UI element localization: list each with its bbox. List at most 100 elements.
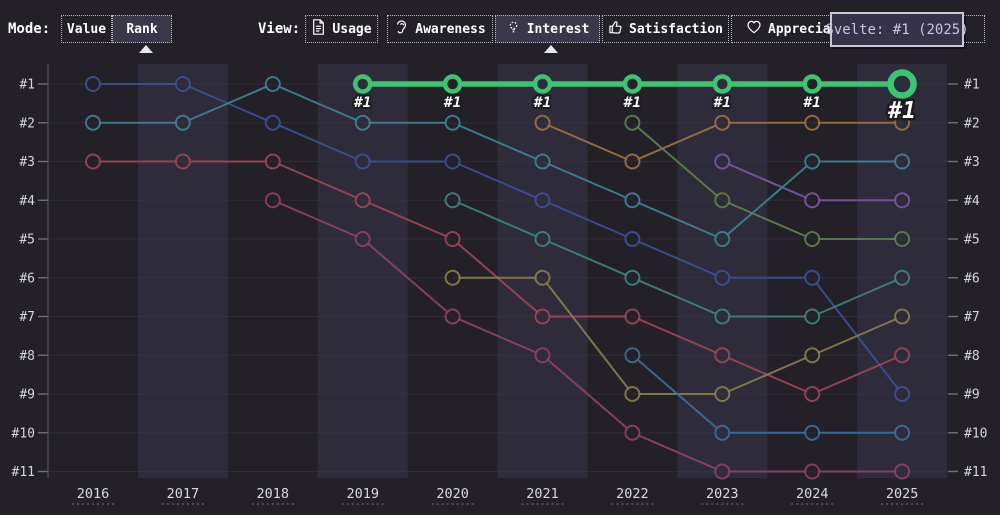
view-button-awareness[interactable]: Awareness bbox=[387, 15, 493, 43]
view-button-satisfaction[interactable]: Satisfaction bbox=[602, 15, 729, 43]
data-point-series-purple[interactable] bbox=[894, 192, 911, 209]
data-point-series-rose[interactable] bbox=[624, 424, 641, 441]
x-axis-year-label[interactable]: 2018 bbox=[257, 486, 290, 502]
data-point-series-olive[interactable] bbox=[804, 347, 821, 364]
data-point-series-svelte-highlighted[interactable] bbox=[442, 74, 463, 94]
data-point-series-olive[interactable] bbox=[894, 308, 911, 325]
data-point-series-olive[interactable] bbox=[714, 386, 731, 402]
data-point-series-red[interactable] bbox=[714, 347, 731, 364]
data-point-series-red[interactable] bbox=[804, 386, 821, 402]
data-point-series-steel-blue[interactable] bbox=[624, 347, 641, 364]
data-point-series-sea-teal[interactable] bbox=[534, 231, 551, 247]
data-point-series-green[interactable] bbox=[804, 231, 821, 247]
x-axis-year-label[interactable]: 2016 bbox=[77, 486, 110, 502]
data-point-series-red[interactable] bbox=[624, 308, 641, 325]
x-axis-year-label[interactable]: 2019 bbox=[346, 486, 379, 502]
x-axis-year-label[interactable]: 2020 bbox=[436, 486, 469, 502]
right-rank-label: #4 bbox=[964, 194, 980, 209]
data-point-series-indigo-blue[interactable] bbox=[354, 153, 371, 170]
data-point-series-rose[interactable] bbox=[804, 463, 821, 480]
data-point-series-olive[interactable] bbox=[624, 386, 641, 402]
data-point-series-indigo-blue[interactable] bbox=[85, 76, 101, 92]
data-point-series-svelte-highlighted[interactable] bbox=[802, 74, 822, 94]
x-axis-year-label[interactable]: 2022 bbox=[616, 486, 649, 502]
data-point-series-sea-teal[interactable] bbox=[804, 308, 821, 325]
view-button-interest[interactable]: Interest bbox=[495, 15, 600, 43]
data-point-series-teal[interactable] bbox=[354, 114, 371, 131]
data-point-series-indigo-blue[interactable] bbox=[174, 76, 191, 92]
data-point-series-rose[interactable] bbox=[714, 463, 731, 480]
data-point-series-sea-teal[interactable] bbox=[714, 308, 731, 325]
data-point-series-green[interactable] bbox=[624, 114, 641, 131]
data-point-series-red[interactable] bbox=[264, 153, 281, 170]
data-point-series-orange[interactable] bbox=[624, 153, 641, 170]
view-button-usage[interactable]: Usage bbox=[305, 15, 378, 43]
x-axis-year-label[interactable]: 2021 bbox=[526, 486, 559, 502]
data-point-series-green[interactable] bbox=[894, 231, 911, 247]
year-stripe bbox=[137, 64, 228, 478]
view-button-usage-label: Usage bbox=[332, 21, 372, 37]
data-point-series-rose[interactable] bbox=[534, 347, 551, 364]
data-point-series-red[interactable] bbox=[444, 231, 461, 247]
data-point-series-rose[interactable] bbox=[894, 463, 911, 480]
mode-button-rank[interactable]: Rank bbox=[112, 15, 172, 43]
data-point-series-sea-teal[interactable] bbox=[894, 269, 911, 286]
data-point-series-orange[interactable] bbox=[534, 114, 551, 131]
data-point-series-teal[interactable] bbox=[264, 76, 281, 92]
data-point-series-svelte-highlighted[interactable] bbox=[887, 69, 917, 99]
data-point-series-orange[interactable] bbox=[714, 114, 731, 131]
data-point-series-sea-teal[interactable] bbox=[444, 192, 461, 209]
data-point-series-rose[interactable] bbox=[264, 192, 281, 209]
data-point-series-svelte-highlighted[interactable] bbox=[622, 74, 643, 94]
mode-button-value[interactable]: Value bbox=[61, 15, 112, 43]
data-point-series-orange[interactable] bbox=[894, 114, 911, 131]
data-point-series-teal[interactable] bbox=[85, 114, 101, 131]
data-point-series-steel-blue[interactable] bbox=[804, 424, 821, 441]
left-rank-label: #4 bbox=[19, 194, 35, 209]
data-point-series-green[interactable] bbox=[714, 192, 731, 209]
data-point-series-olive[interactable] bbox=[534, 269, 551, 286]
data-point-series-teal[interactable] bbox=[804, 153, 821, 170]
data-point-series-svelte-highlighted[interactable] bbox=[352, 74, 373, 94]
data-point-series-red[interactable] bbox=[354, 192, 371, 209]
data-point-series-orange[interactable] bbox=[804, 114, 821, 131]
data-point-series-indigo-blue[interactable] bbox=[624, 231, 641, 247]
data-point-series-red[interactable] bbox=[534, 308, 551, 325]
data-point-series-rose[interactable] bbox=[354, 231, 371, 247]
data-point-series-sea-teal[interactable] bbox=[624, 269, 641, 286]
data-point-series-indigo-blue[interactable] bbox=[444, 153, 461, 170]
data-point-series-olive[interactable] bbox=[444, 269, 461, 286]
x-axis-year-label[interactable]: 2024 bbox=[796, 486, 829, 502]
hover-tooltip-text: Svelte: #1 (2025) bbox=[825, 21, 969, 38]
data-point-series-red[interactable] bbox=[894, 347, 911, 364]
data-point-series-teal[interactable] bbox=[714, 231, 731, 247]
data-point-series-indigo-blue[interactable] bbox=[264, 114, 281, 131]
data-point-series-indigo-blue[interactable] bbox=[804, 269, 821, 286]
data-point-series-teal[interactable] bbox=[444, 114, 461, 131]
data-point-series-rose[interactable] bbox=[444, 308, 461, 325]
data-point-series-purple[interactable] bbox=[804, 192, 821, 209]
right-rank-label: #5 bbox=[964, 233, 980, 248]
interest-selected-indicator bbox=[544, 45, 558, 53]
data-point-series-svelte-highlighted[interactable] bbox=[532, 74, 553, 94]
left-rank-label: #5 bbox=[19, 233, 35, 248]
x-axis-year-label[interactable]: 2025 bbox=[886, 486, 919, 502]
data-point-series-svelte-highlighted[interactable] bbox=[712, 74, 733, 94]
data-point-series-red[interactable] bbox=[174, 153, 191, 170]
left-rank-label: #1 bbox=[19, 78, 35, 93]
data-point-series-indigo-blue[interactable] bbox=[894, 386, 911, 402]
data-point-series-steel-blue[interactable] bbox=[894, 424, 911, 441]
data-point-series-purple[interactable] bbox=[714, 153, 731, 170]
data-point-series-teal[interactable] bbox=[894, 153, 911, 170]
data-point-series-indigo-blue[interactable] bbox=[714, 269, 731, 286]
thumbs-up-icon bbox=[608, 19, 623, 39]
data-point-series-teal[interactable] bbox=[174, 114, 191, 131]
x-axis-year-label[interactable]: 2023 bbox=[706, 486, 739, 502]
data-point-series-indigo-blue[interactable] bbox=[534, 192, 551, 209]
data-point-series-teal[interactable] bbox=[624, 192, 641, 209]
data-point-series-red[interactable] bbox=[85, 153, 101, 170]
x-axis-year-label[interactable]: 2017 bbox=[167, 486, 200, 502]
data-point-series-steel-blue[interactable] bbox=[714, 424, 731, 441]
data-point-series-teal[interactable] bbox=[534, 153, 551, 170]
